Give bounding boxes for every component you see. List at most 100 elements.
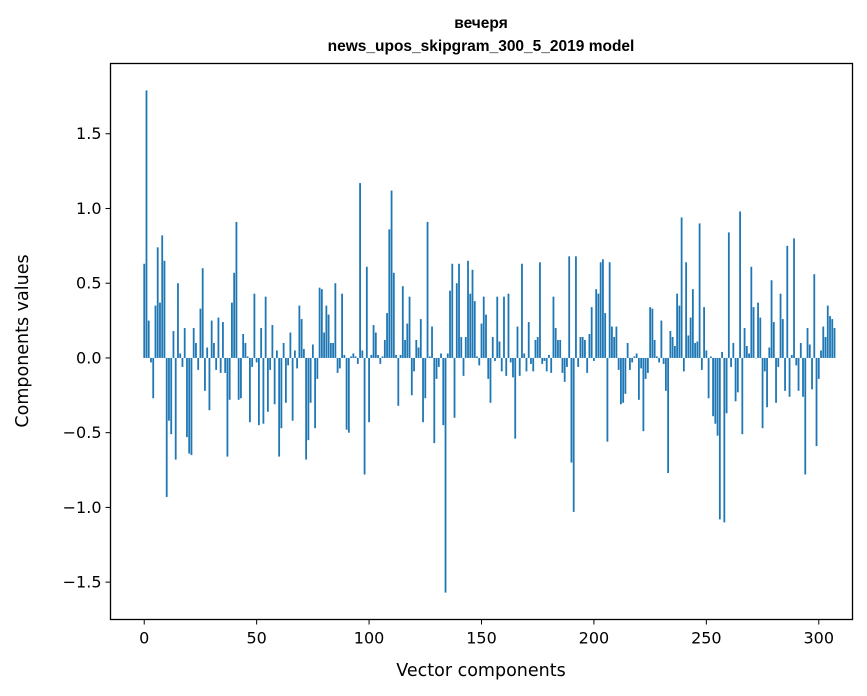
bar (660, 320, 663, 358)
bar (323, 332, 326, 358)
bar (406, 323, 409, 358)
bar (354, 356, 357, 358)
bar (714, 357, 717, 424)
bar (781, 319, 784, 358)
bar (550, 357, 553, 373)
bar (305, 357, 308, 460)
bar (804, 357, 807, 475)
bar (788, 357, 791, 397)
bar (743, 328, 746, 358)
bar (752, 307, 755, 358)
bar (521, 263, 523, 358)
bar (446, 353, 449, 358)
bar (572, 357, 575, 512)
bar (291, 357, 294, 421)
y-tick-label: 1.0 (76, 199, 101, 218)
bar (249, 357, 251, 423)
bar (244, 342, 247, 358)
bar (806, 328, 809, 358)
bar (332, 342, 334, 358)
bar (381, 356, 384, 358)
bar (593, 357, 595, 361)
bar (748, 353, 750, 358)
bar (662, 357, 665, 364)
bar (797, 357, 800, 391)
bar (428, 356, 431, 358)
bar (246, 356, 249, 358)
bar (622, 357, 625, 403)
bar (543, 357, 546, 361)
bar (775, 357, 777, 403)
bar (680, 217, 683, 358)
bar (370, 354, 373, 358)
bar (404, 340, 406, 358)
bar (368, 357, 370, 423)
bar (716, 357, 719, 436)
bar (410, 357, 413, 396)
bar (575, 256, 577, 358)
bar (734, 357, 737, 402)
bar (624, 357, 627, 394)
bar (696, 341, 699, 358)
bar (192, 328, 195, 358)
bar (408, 296, 411, 358)
bar (518, 357, 521, 376)
bar (784, 357, 786, 391)
x-tick-label: 0 (139, 629, 149, 648)
bar (311, 344, 314, 358)
bar (471, 269, 474, 358)
bar (512, 357, 514, 378)
bar (691, 289, 694, 358)
bar (590, 307, 593, 358)
bar (262, 357, 265, 424)
bar (302, 348, 305, 358)
bar (802, 357, 804, 397)
bar (195, 342, 197, 358)
bar (530, 357, 532, 364)
bar (159, 302, 161, 358)
bar (606, 357, 609, 442)
x-tick-label: 100 (354, 629, 385, 648)
bar (476, 356, 478, 358)
bar (505, 357, 508, 376)
bar (186, 357, 188, 438)
y-tick-label: 0.5 (76, 274, 101, 293)
bar (422, 357, 424, 423)
bar (689, 317, 692, 358)
bar (284, 357, 287, 403)
bar (736, 357, 739, 393)
bar (314, 357, 317, 429)
bar (817, 357, 820, 379)
bar (365, 266, 368, 358)
x-tick-label: 200 (579, 629, 610, 648)
bar (646, 357, 649, 373)
bar (745, 345, 748, 358)
bar (649, 307, 652, 358)
x-tick-label: 150 (466, 629, 497, 648)
bar (359, 183, 361, 358)
bar (215, 357, 218, 370)
bar (237, 357, 240, 400)
bar (419, 319, 422, 358)
y-tick-label: −1.0 (63, 498, 102, 517)
bar (307, 357, 310, 441)
bar (222, 322, 224, 358)
bar (620, 357, 622, 405)
bar (458, 263, 460, 358)
bar (455, 283, 458, 358)
bar (597, 293, 600, 358)
bar (761, 357, 764, 429)
bar (709, 356, 712, 358)
bar (327, 314, 330, 358)
chart-title: вечеря (454, 15, 508, 32)
bar (561, 357, 564, 373)
bar (258, 357, 260, 426)
bar (433, 357, 436, 444)
y-tick-label: 1.5 (76, 124, 101, 143)
bar (150, 357, 152, 363)
bar (168, 357, 170, 421)
bar (240, 357, 242, 399)
bar (790, 354, 793, 358)
bar (278, 357, 281, 457)
bar (644, 357, 647, 379)
